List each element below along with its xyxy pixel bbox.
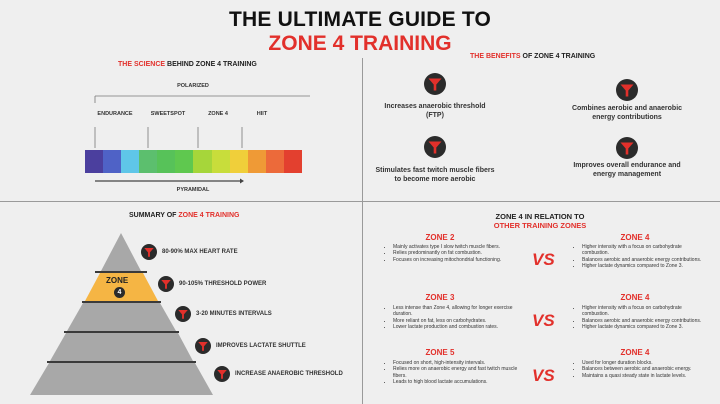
funnel-icon	[214, 366, 230, 382]
spectrum-segment	[157, 150, 176, 173]
label-endurance: ENDURANCE	[97, 111, 133, 117]
funnel-icon	[616, 79, 638, 101]
funnel-icon	[424, 136, 446, 158]
comparison-right-list: Used for longer duration blocks.Balances…	[574, 360, 707, 379]
spectrum-segment	[103, 150, 122, 173]
spectrum-segment	[121, 150, 140, 173]
comparison-left-title: ZONE 2	[425, 233, 455, 242]
comparison-bullet: Used for longer duration blocks.	[582, 360, 707, 366]
relation-heading: ZONE 4 IN RELATION TO	[495, 212, 585, 221]
spectrum-segment	[265, 150, 284, 173]
spectrum-segment	[283, 150, 302, 173]
relation-heading-red: OTHER TRAINING ZONES	[493, 221, 587, 230]
vs-badge: VS	[532, 311, 555, 330]
comparison-bullet: Focuses on increasing mitochondrial func…	[393, 257, 518, 263]
zone-pyramid	[30, 233, 213, 395]
spectrum-segment	[247, 150, 266, 173]
label-sweetspot: SWEETSPOT	[150, 111, 186, 117]
zone-number-badge: 4	[114, 287, 125, 298]
comparison-bullet: Higher intensity with a focus on carbohy…	[582, 244, 707, 257]
comparison-bullet: Relies more on anaerobic energy and fast…	[393, 366, 518, 379]
science-heading: THE SCIENCE BEHIND ZONE 4 TRAINING	[118, 61, 257, 68]
pyramid-band-top	[101, 233, 141, 271]
comparison-left-list: Less intense than Zone 4, allowing for l…	[385, 305, 518, 330]
comparison-bullet: Balances aerobic and anaerobic energy co…	[582, 318, 707, 324]
benefits-heading: THE BENEFITS OF ZONE 4 TRAINING	[470, 53, 595, 60]
comparison-right-title: ZONE 4	[620, 348, 650, 357]
polarized-label: POLARIZED	[177, 83, 209, 89]
zone-label: ZONE	[106, 276, 129, 285]
summary-heading: SUMMARY OF ZONE 4 TRAINING	[129, 212, 239, 219]
comparison-right-title: ZONE 4	[620, 233, 650, 242]
science-heading-rest: BEHIND ZONE 4 TRAINING	[165, 61, 257, 68]
vs-badge: VS	[532, 250, 555, 269]
benefits-heading-rest: OF ZONE 4 TRAINING	[520, 53, 596, 60]
funnel-icon	[175, 306, 191, 322]
comparison-right-title: ZONE 4	[620, 293, 650, 302]
comparison-bullet: Balances aerobic and anaerobic energy co…	[582, 257, 707, 263]
label-hiit: HIIT	[256, 111, 268, 117]
spectrum-segment	[85, 150, 104, 173]
summary-heading-red: ZONE 4 TRAINING	[178, 212, 240, 219]
horizontal-divider	[0, 201, 720, 202]
comparison-left-list: Mainly activates type I slow twitch musc…	[385, 244, 518, 263]
funnel-icon	[195, 338, 211, 354]
comparison-left-list: Focused on short, high-intensity interva…	[385, 360, 518, 385]
benefit-item: Stimulates fast twitch muscle fibers to …	[375, 167, 495, 183]
page-subtitle: ZONE 4 TRAINING	[268, 32, 452, 55]
comparison-right-list: Higher intensity with a focus on carbohy…	[574, 305, 707, 330]
comparison-bullet: More reliant on fat, less on carbohydrat…	[393, 318, 518, 324]
funnel-icon	[158, 276, 174, 292]
comparison-left-title: ZONE 3	[425, 293, 455, 302]
intensity-spectrum-bar	[85, 150, 302, 173]
science-brackets	[94, 95, 310, 184]
summary-point: INCREASE ANAEROBIC THRESHOLD	[235, 371, 343, 377]
benefits-heading-red: THE BENEFITS	[470, 53, 521, 60]
comparison-bullet: Higher lactate dynamics compared to Zone…	[582, 324, 707, 330]
comparison-bullet: Higher lactate dynamics compared to Zone…	[582, 263, 707, 269]
funnel-icon	[141, 244, 157, 260]
pyramid-band	[67, 303, 176, 331]
page-title: THE ULTIMATE GUIDE TO	[228, 8, 492, 31]
spectrum-segment	[193, 150, 212, 173]
summary-point: IMPROVES LACTATE SHUTTLE	[216, 343, 306, 349]
comparison-bullet: Relies predominantly on fat combustion.	[393, 250, 518, 256]
spectrum-segment	[139, 150, 158, 173]
comparison-bullet: Focused on short, high-intensity interva…	[393, 360, 518, 366]
comparison-bullet: Higher intensity with a focus on carbohy…	[582, 305, 707, 318]
spectrum-segment	[175, 150, 194, 173]
comparison-left-title: ZONE 5	[425, 348, 455, 357]
comparison-bullet: Leads to high blood lactate accumulation…	[393, 379, 518, 385]
summary-heading-rest: SUMMARY OF	[129, 212, 179, 219]
comparison-bullet: Balances between aerobic and anaerobic e…	[582, 366, 707, 372]
summary-point: 80-90% MAX HEART RATE	[162, 249, 238, 255]
summary-point: 90-105% THRESHOLD POWER	[179, 281, 267, 287]
spectrum-segment	[211, 150, 230, 173]
funnel-icon	[424, 73, 446, 95]
spectrum-segment	[229, 150, 248, 173]
benefit-item: Improves overall endurance and energy ma…	[573, 162, 681, 178]
vs-badge: VS	[532, 366, 555, 385]
comparison-bullet: Lower lactate production and combustion …	[393, 324, 518, 330]
benefit-item: Increases anaerobic threshold (FTP)	[384, 103, 486, 119]
funnel-icon	[616, 137, 638, 159]
comparison-bullet: Maintains a quasi steady state in lactat…	[582, 373, 707, 379]
benefit-item: Combines aerobic and anaerobic energy co…	[571, 105, 683, 121]
vertical-divider	[362, 58, 363, 404]
label-zone4: ZONE 4	[208, 111, 228, 117]
comparison-bullet: Less intense than Zone 4, allowing for l…	[393, 305, 518, 318]
pyramid-band-base	[30, 363, 213, 395]
summary-point: 3-20 MINUTES INTERVALS	[196, 311, 272, 317]
pyramidal-label: PYRAMIDAL	[176, 187, 210, 193]
science-heading-red: THE SCIENCE	[118, 61, 166, 68]
comparison-right-list: Higher intensity with a focus on carbohy…	[574, 244, 707, 269]
comparison-bullet: Mainly activates type I slow twitch musc…	[393, 244, 518, 250]
pyramid-band	[50, 333, 193, 361]
